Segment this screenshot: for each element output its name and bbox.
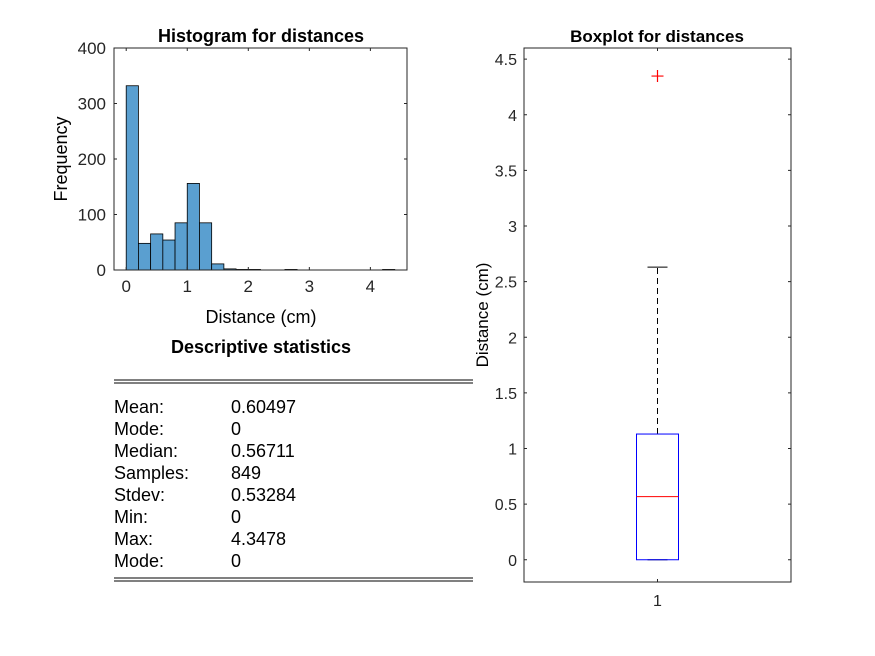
stats-panel: Descriptive statistics (114, 337, 473, 582)
histogram-y-tick-label: 100 (78, 206, 106, 225)
histogram-bar (199, 222, 213, 271)
stats-row-label: Max: (114, 529, 154, 549)
boxplot-y-tick-label: 0.5 (495, 497, 517, 514)
boxplot-y-ticks: 0 0.5 1 1.5 2 2.5 3 3.5 4 4.5 (495, 52, 791, 570)
histogram-y-tick-label: 200 (78, 150, 106, 169)
stats-row-label: Mode: (114, 551, 165, 571)
stats-row-label: Stdev: (114, 485, 166, 505)
stats-row-value: 849 (231, 463, 262, 483)
stats-row: Max: 4.3478 (114, 528, 474, 550)
histogram-chart: Histogram for distances 0 1 2 3 4 0 100 200 300… (51, 26, 408, 327)
stats-row-label: Samples: (114, 463, 190, 483)
histogram-bar (125, 85, 139, 271)
stats-row: Mode: 0 (114, 550, 474, 572)
boxplot-y-tick-label: 1 (508, 442, 517, 459)
boxplot-marks (636, 70, 679, 561)
boxplot-y-tick-label: 4.5 (495, 52, 517, 69)
boxplot-title: Boxplot for distances (570, 27, 744, 46)
boxplot-y-tick-label: 3.5 (495, 163, 517, 180)
histogram-bar (150, 233, 164, 271)
histogram-y-tick-label: 300 (78, 95, 106, 114)
histogram-y-tick-label: 400 (78, 39, 106, 58)
stats-row: Samples: 849 (114, 462, 474, 484)
boxplot-y-tick-label: 3 (508, 219, 517, 236)
boxplot-x-tick-label: 1 (653, 593, 662, 610)
boxplot-y-tick-label: 0 (508, 553, 517, 570)
histogram-bar (174, 222, 188, 271)
boxplot-chart: Boxplot for distances 0 0.5 1 1.5 2 2.5 3 3.5 4 4… (473, 27, 792, 610)
stats-row-value: 0.56711 (231, 441, 295, 461)
stats-row-value: 0.53284 (231, 485, 297, 505)
boxplot-x-ticks: 1 (653, 48, 662, 610)
stats-row-value: 0 (231, 507, 242, 527)
stats-row: Mode: 0 (114, 418, 474, 440)
histogram-bars (125, 85, 396, 271)
histogram-x-ticks: 0 1 2 3 4 (121, 48, 375, 296)
boxplot-y-tick-label: 4 (508, 108, 517, 125)
boxplot-y-tick-label: 1.5 (495, 386, 517, 403)
stats-table: Mean: 0.60497 Mode: 0 Median: 0.56711 Samples:… (114, 396, 474, 572)
stats-row-value: 0 (231, 419, 242, 439)
stats-title: Descriptive statistics (171, 337, 351, 357)
histogram-bar (138, 242, 152, 271)
histogram-bar (211, 263, 225, 271)
stats-row-value: 0 (231, 551, 242, 571)
stats-row-label: Median: (114, 441, 179, 461)
histogram-y-label: Frequency (51, 116, 71, 201)
boxplot-y-tick-label: 2.5 (495, 275, 517, 292)
boxplot-outlier-marker (651, 70, 664, 83)
histogram-x-tick-label: 4 (366, 277, 375, 296)
histogram-x-tick-label: 2 (244, 277, 253, 296)
histogram-y-tick-label: 0 (97, 261, 106, 280)
boxplot-y-tick-label: 2 (508, 330, 517, 347)
histogram-x-tick-label: 0 (121, 277, 130, 296)
histogram-x-tick-label: 3 (305, 277, 314, 296)
stats-row: Min: 0 (114, 506, 474, 528)
stats-row: Stdev: 0.53284 (114, 484, 474, 506)
histogram-x-label: Distance (cm) (205, 307, 316, 327)
stats-row-value: 4.3478 (231, 529, 287, 549)
stats-row-value: 0.60497 (231, 397, 297, 417)
boxplot-y-label: Distance (cm) (473, 263, 492, 368)
boxplot-axes-box (523, 47, 792, 583)
histogram-bar (186, 183, 200, 271)
stats-row: Median: 0.56711 (114, 440, 474, 462)
stats-row: Mean: 0.60497 (114, 396, 474, 418)
histogram-x-tick-label: 1 (183, 277, 192, 296)
stats-row-label: Mode: (114, 419, 165, 439)
stats-row-label: Min: (114, 507, 149, 527)
histogram-bar (162, 239, 176, 271)
histogram-title: Histogram for distances (158, 26, 364, 46)
histogram-y-ticks: 0 100 200 300 400 (78, 39, 407, 280)
stats-row-label: Mean: (114, 397, 165, 417)
